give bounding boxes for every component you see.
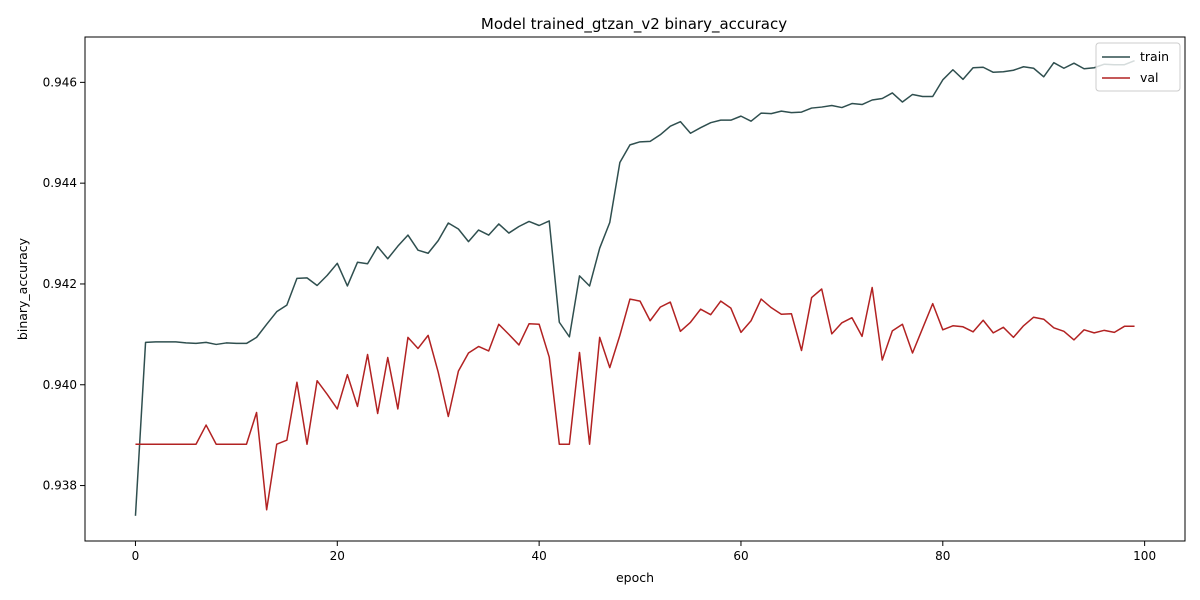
x-tick-label: 60 bbox=[733, 549, 748, 563]
legend: train val bbox=[1095, 42, 1181, 92]
legend-label-train: train bbox=[1140, 49, 1169, 64]
y-ticks: 0.938 0.940 0.942 0.944 0.946 bbox=[43, 75, 85, 493]
x-ticks: 0 20 40 60 80 100 bbox=[132, 541, 1156, 563]
series-line-val bbox=[135, 286, 1135, 511]
chart-title: Model trained_gtzan_v2 binary_accuracy bbox=[481, 15, 787, 34]
series-line-train bbox=[134, 59, 1135, 516]
y-tick-label: 0.940 bbox=[43, 378, 77, 392]
y-tick-label: 0.946 bbox=[43, 75, 77, 89]
y-tick-label: 0.942 bbox=[43, 277, 77, 291]
x-tick-label: 20 bbox=[330, 549, 345, 563]
legend-label-val: val bbox=[1140, 70, 1159, 85]
x-tick-label: 100 bbox=[1133, 549, 1156, 563]
legend-box bbox=[1095, 42, 1181, 92]
x-tick-label: 40 bbox=[531, 549, 546, 563]
y-tick-label: 0.944 bbox=[43, 176, 77, 190]
series-layer bbox=[134, 59, 1135, 516]
x-axis-title: epoch bbox=[616, 570, 654, 585]
x-tick-label: 80 bbox=[935, 549, 950, 563]
plot-frame bbox=[84, 36, 1186, 542]
x-tick-label: 0 bbox=[132, 549, 140, 563]
y-axis-title: binary_accuracy bbox=[15, 237, 30, 340]
y-tick-label: 0.938 bbox=[43, 479, 77, 493]
